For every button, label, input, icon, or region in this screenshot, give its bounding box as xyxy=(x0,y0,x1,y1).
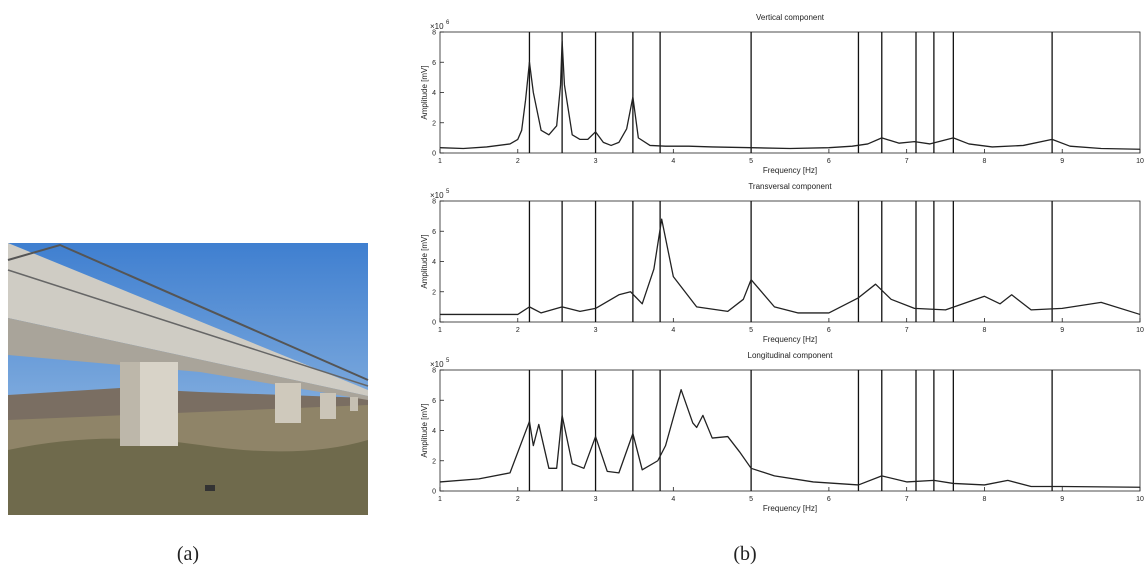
x-tick-label: 8 xyxy=(982,496,986,503)
spectrum-line xyxy=(440,218,1141,316)
x-tick-label: 4 xyxy=(671,496,675,503)
bridge-photo xyxy=(7,243,369,515)
x-tick-label: 7 xyxy=(905,158,909,165)
y-tick-label: 6 xyxy=(432,60,436,67)
y-tick-label: 6 xyxy=(432,229,436,236)
x-tick-label: 5 xyxy=(749,496,753,503)
x-tick-label: 1 xyxy=(438,496,442,503)
y-tick-label: 0 xyxy=(432,489,436,496)
y-tick-label: 2 xyxy=(432,120,436,127)
x-tick-label: 10 xyxy=(1136,327,1144,334)
x-tick-label: 9 xyxy=(1060,158,1064,165)
x-tick-label: 8 xyxy=(982,327,986,334)
y-tick-label: 8 xyxy=(432,368,436,375)
y-tick-label: 8 xyxy=(432,30,436,37)
y-tick-label: 4 xyxy=(432,428,436,435)
scale-base: ×10 xyxy=(430,360,444,369)
x-tick-label: 9 xyxy=(1060,327,1064,334)
x-tick-label: 5 xyxy=(749,158,753,165)
x-tick-label: 4 xyxy=(671,327,675,334)
chart-title: Transversal component xyxy=(748,182,832,191)
scale-base: ×10 xyxy=(430,191,444,200)
y-tick-label: 2 xyxy=(432,289,436,296)
x-tick-label: 6 xyxy=(827,496,831,503)
x-tick-label: 6 xyxy=(827,327,831,334)
caption: (a) xyxy=(177,543,199,565)
x-tick-label: 6 xyxy=(827,158,831,165)
y-tick-label: 4 xyxy=(432,90,436,97)
x-tick-label: 1 xyxy=(438,158,442,165)
x-tick-label: 1 xyxy=(438,327,442,334)
caption: (b) xyxy=(733,543,756,565)
y-axis-label: Amplitude [mV] xyxy=(420,234,429,288)
y-tick-label: 0 xyxy=(432,320,436,327)
x-tick-label: 7 xyxy=(905,496,909,503)
scale-exponent: 6 xyxy=(446,20,450,26)
x-tick-label: 3 xyxy=(594,496,598,503)
chart-title: Vertical component xyxy=(756,13,825,22)
x-tick-label: 9 xyxy=(1060,496,1064,503)
x-tick-label: 10 xyxy=(1136,158,1144,165)
x-tick-label: 10 xyxy=(1136,496,1144,503)
x-tick-label: 2 xyxy=(516,327,520,334)
plot-frame xyxy=(439,369,1141,492)
x-axis-label: Frequency [Hz] xyxy=(763,166,817,175)
y-axis-label: Amplitude [mV] xyxy=(420,403,429,457)
scale-base: ×10 xyxy=(430,22,444,31)
x-tick-label: 2 xyxy=(516,158,520,165)
y-tick-label: 4 xyxy=(432,259,436,266)
spectrum-line xyxy=(439,40,1141,150)
scale-exponent: 5 xyxy=(446,358,450,364)
plot-frame xyxy=(439,31,1141,154)
x-tick-label: 5 xyxy=(749,327,753,334)
x-tick-label: 4 xyxy=(671,158,675,165)
x-tick-label: 2 xyxy=(516,496,520,503)
scale-exponent: 5 xyxy=(446,189,450,195)
plot-frame xyxy=(439,200,1141,323)
y-tick-label: 6 xyxy=(432,398,436,405)
y-tick-label: 0 xyxy=(432,151,436,158)
x-tick-label: 7 xyxy=(905,327,909,334)
y-axis-label: Amplitude [mV] xyxy=(420,65,429,119)
x-tick-label: 3 xyxy=(594,158,598,165)
x-axis-label: Frequency [Hz] xyxy=(763,335,817,344)
chart-title: Longitudinal component xyxy=(748,351,834,360)
y-tick-label: 2 xyxy=(432,458,436,465)
x-tick-label: 3 xyxy=(594,327,598,334)
x-tick-label: 8 xyxy=(982,158,986,165)
spectrum-line xyxy=(439,389,1141,488)
y-tick-label: 8 xyxy=(432,199,436,206)
x-axis-label: Frequency [Hz] xyxy=(763,504,817,513)
